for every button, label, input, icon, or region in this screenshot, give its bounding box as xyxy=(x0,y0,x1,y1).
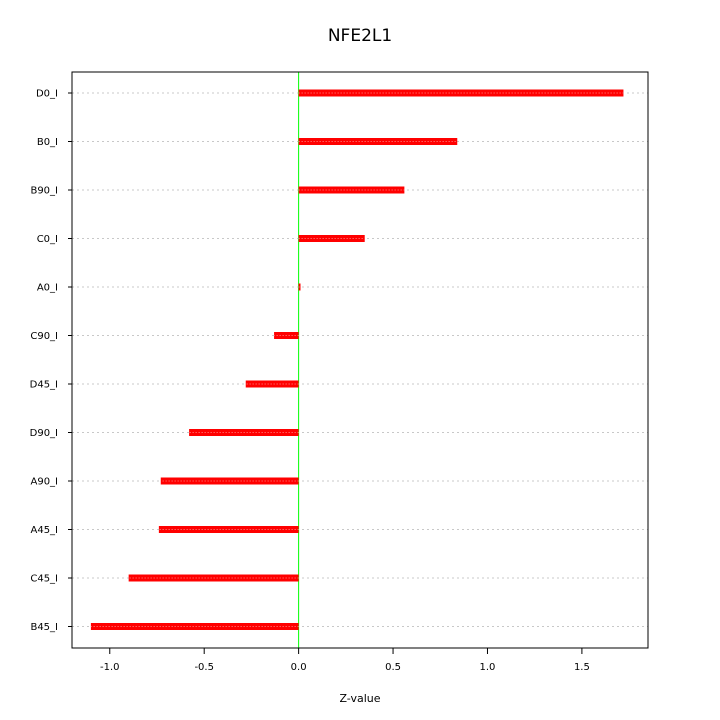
x-axis-ticks: -1.0 -0.5 0.0 0.5 1.0 1.5 xyxy=(100,648,590,673)
x-tick-label: 1.0 xyxy=(480,662,496,673)
y-tick-labels: D0_I B0_I B90_I C0_I A0_I C90_I D45_I D90_I A90_… xyxy=(30,89,72,633)
chart-title: NFE2L1 xyxy=(328,26,392,46)
x-tick-label: 0.5 xyxy=(385,662,401,673)
y-tick-label: C45_I xyxy=(30,574,58,585)
x-tick-label: 1.5 xyxy=(574,662,590,673)
x-tick-label: -1.0 xyxy=(100,662,120,673)
y-tick-label: C90_I xyxy=(30,331,58,342)
y-tick-label: A0_I xyxy=(37,283,58,294)
x-tick-label: -0.5 xyxy=(194,662,214,673)
x-tick-label: 0.0 xyxy=(291,662,307,673)
y-tick-label: A90_I xyxy=(30,477,58,488)
bar-layer xyxy=(90,89,624,630)
y-tick-label: A45_I xyxy=(30,525,58,536)
y-tick-label: B45_I xyxy=(30,622,58,633)
y-tick-label: D0_I xyxy=(36,89,58,100)
grid-layer xyxy=(72,92,648,627)
y-tick-label: D45_I xyxy=(30,380,58,391)
plot-frame xyxy=(71,71,649,649)
y-tick-label: D90_I xyxy=(30,428,58,439)
y-tick-label: B90_I xyxy=(30,186,58,197)
x-axis-label: Z-value xyxy=(339,692,380,705)
y-tick-label: B0_I xyxy=(37,137,58,148)
y-tick-label: C0_I xyxy=(37,234,58,245)
